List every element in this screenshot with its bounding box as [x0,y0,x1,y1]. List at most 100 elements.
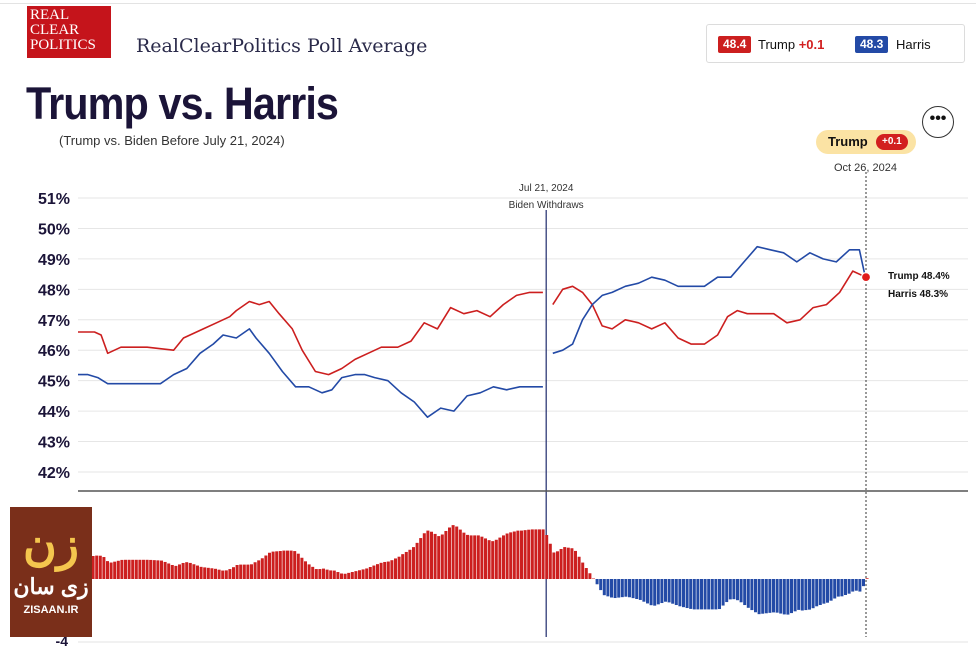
spread-bar [368,567,372,579]
spread-bar [95,555,99,579]
spread-bar [592,578,595,580]
chart-subtitle: (Trump vs. Biden Before July 21, 2024) [59,133,285,148]
spread-bar [386,561,390,579]
spread-bar [545,535,549,579]
spread-bar [98,555,102,579]
spread-bar [620,579,624,598]
spread-bar [768,579,772,613]
spread-bar [401,554,405,579]
spread-bar [476,535,480,579]
spread-bar [167,563,171,579]
spread-bar [278,551,282,579]
spread-bar [397,556,401,579]
spread-bar [379,562,383,579]
spread-bar [152,560,156,579]
spread-bar [779,579,783,614]
spread-bar [613,579,617,599]
spread-bar [667,579,671,603]
spread-bar [746,579,750,608]
spread-bar [253,562,257,579]
spread-bar [736,579,739,601]
spread-bar [750,579,754,611]
spread-bar [617,579,621,598]
harris-latest-label: Harris [896,37,931,52]
spread-bar [178,564,181,579]
spread-bar [491,541,495,579]
watermark-persian-text: زی سان [13,574,89,599]
spread-bar [426,530,430,579]
spread-bar [170,565,174,579]
spread-bar [808,579,811,610]
trump-value-badge: 48.4 [718,36,752,53]
watermark-url: ZISAAN.IR [23,604,79,616]
spread-bar [725,579,729,603]
spread-bar [523,530,527,579]
spread-bar [329,570,333,579]
spread-bar [757,579,761,615]
spread-bar [851,579,855,592]
site-title: RealClearPolitics Poll Average [136,35,428,57]
spread-bar [228,569,232,579]
spread-bar [772,579,775,613]
spread-bar [775,579,779,613]
spread-bar [116,560,120,579]
spread-bar [624,579,628,597]
spread-bar [131,559,135,579]
rcp-logo[interactable]: REAL CLEAR POLITICS [27,6,111,58]
spread-bar [649,579,653,606]
logo-line-3: POLITICS [30,37,96,53]
spread-bar [412,547,415,579]
harris-end-label: Harris 48.3% [888,289,948,300]
spread-bar [142,559,145,579]
spread-bar [181,562,185,579]
spread-bar [577,556,581,579]
spread-bar [307,564,311,579]
spread-bar [113,561,117,579]
more-options-button[interactable]: ••• [922,106,954,138]
spread-bar [743,579,747,606]
spread-bar [444,530,448,579]
annotation-text: Biden Withdraws [509,200,584,211]
spread-bar [232,567,235,579]
spread-bar [854,579,858,591]
spread-bar [563,547,567,579]
spread-bar [296,553,300,579]
spread-bar [235,565,239,579]
spread-bar [653,579,657,606]
spread-bar [552,552,556,579]
spread-bar [714,579,718,610]
spread-tick-bottom: -4 [56,633,69,649]
spread-bar [566,547,570,579]
spread-bar [847,579,851,594]
spread-bar [325,569,329,579]
y-tick-label: 46% [38,343,70,360]
spread-bar [408,549,412,579]
spread-bar [822,579,826,604]
spread-bar [174,565,178,579]
spread-bar [732,579,736,600]
logo-line-1: REAL [30,7,70,23]
spread-bar [203,567,207,579]
spread-bar [484,538,487,579]
spread-bar [109,562,113,579]
spread-bar [383,561,387,579]
spread-bar [250,564,253,579]
spread-bar [160,560,163,579]
spread-bar [300,557,304,579]
spread-bar [120,559,124,579]
spread-bar [419,538,423,579]
spread-bar [829,579,833,601]
spread-bar [149,559,153,579]
spread-bar [865,578,869,579]
zisaan-watermark: زن زی سان ZISAAN.IR [10,507,92,637]
y-tick-label: 44% [38,404,70,421]
spread-bar [134,559,138,579]
spread-bar [257,560,261,579]
spread-bar [631,579,635,599]
spread-bar [437,536,441,579]
spread-bar [509,532,513,579]
spread-bar [559,548,563,579]
y-tick-label: 47% [38,313,70,330]
spread-bar [721,579,725,606]
